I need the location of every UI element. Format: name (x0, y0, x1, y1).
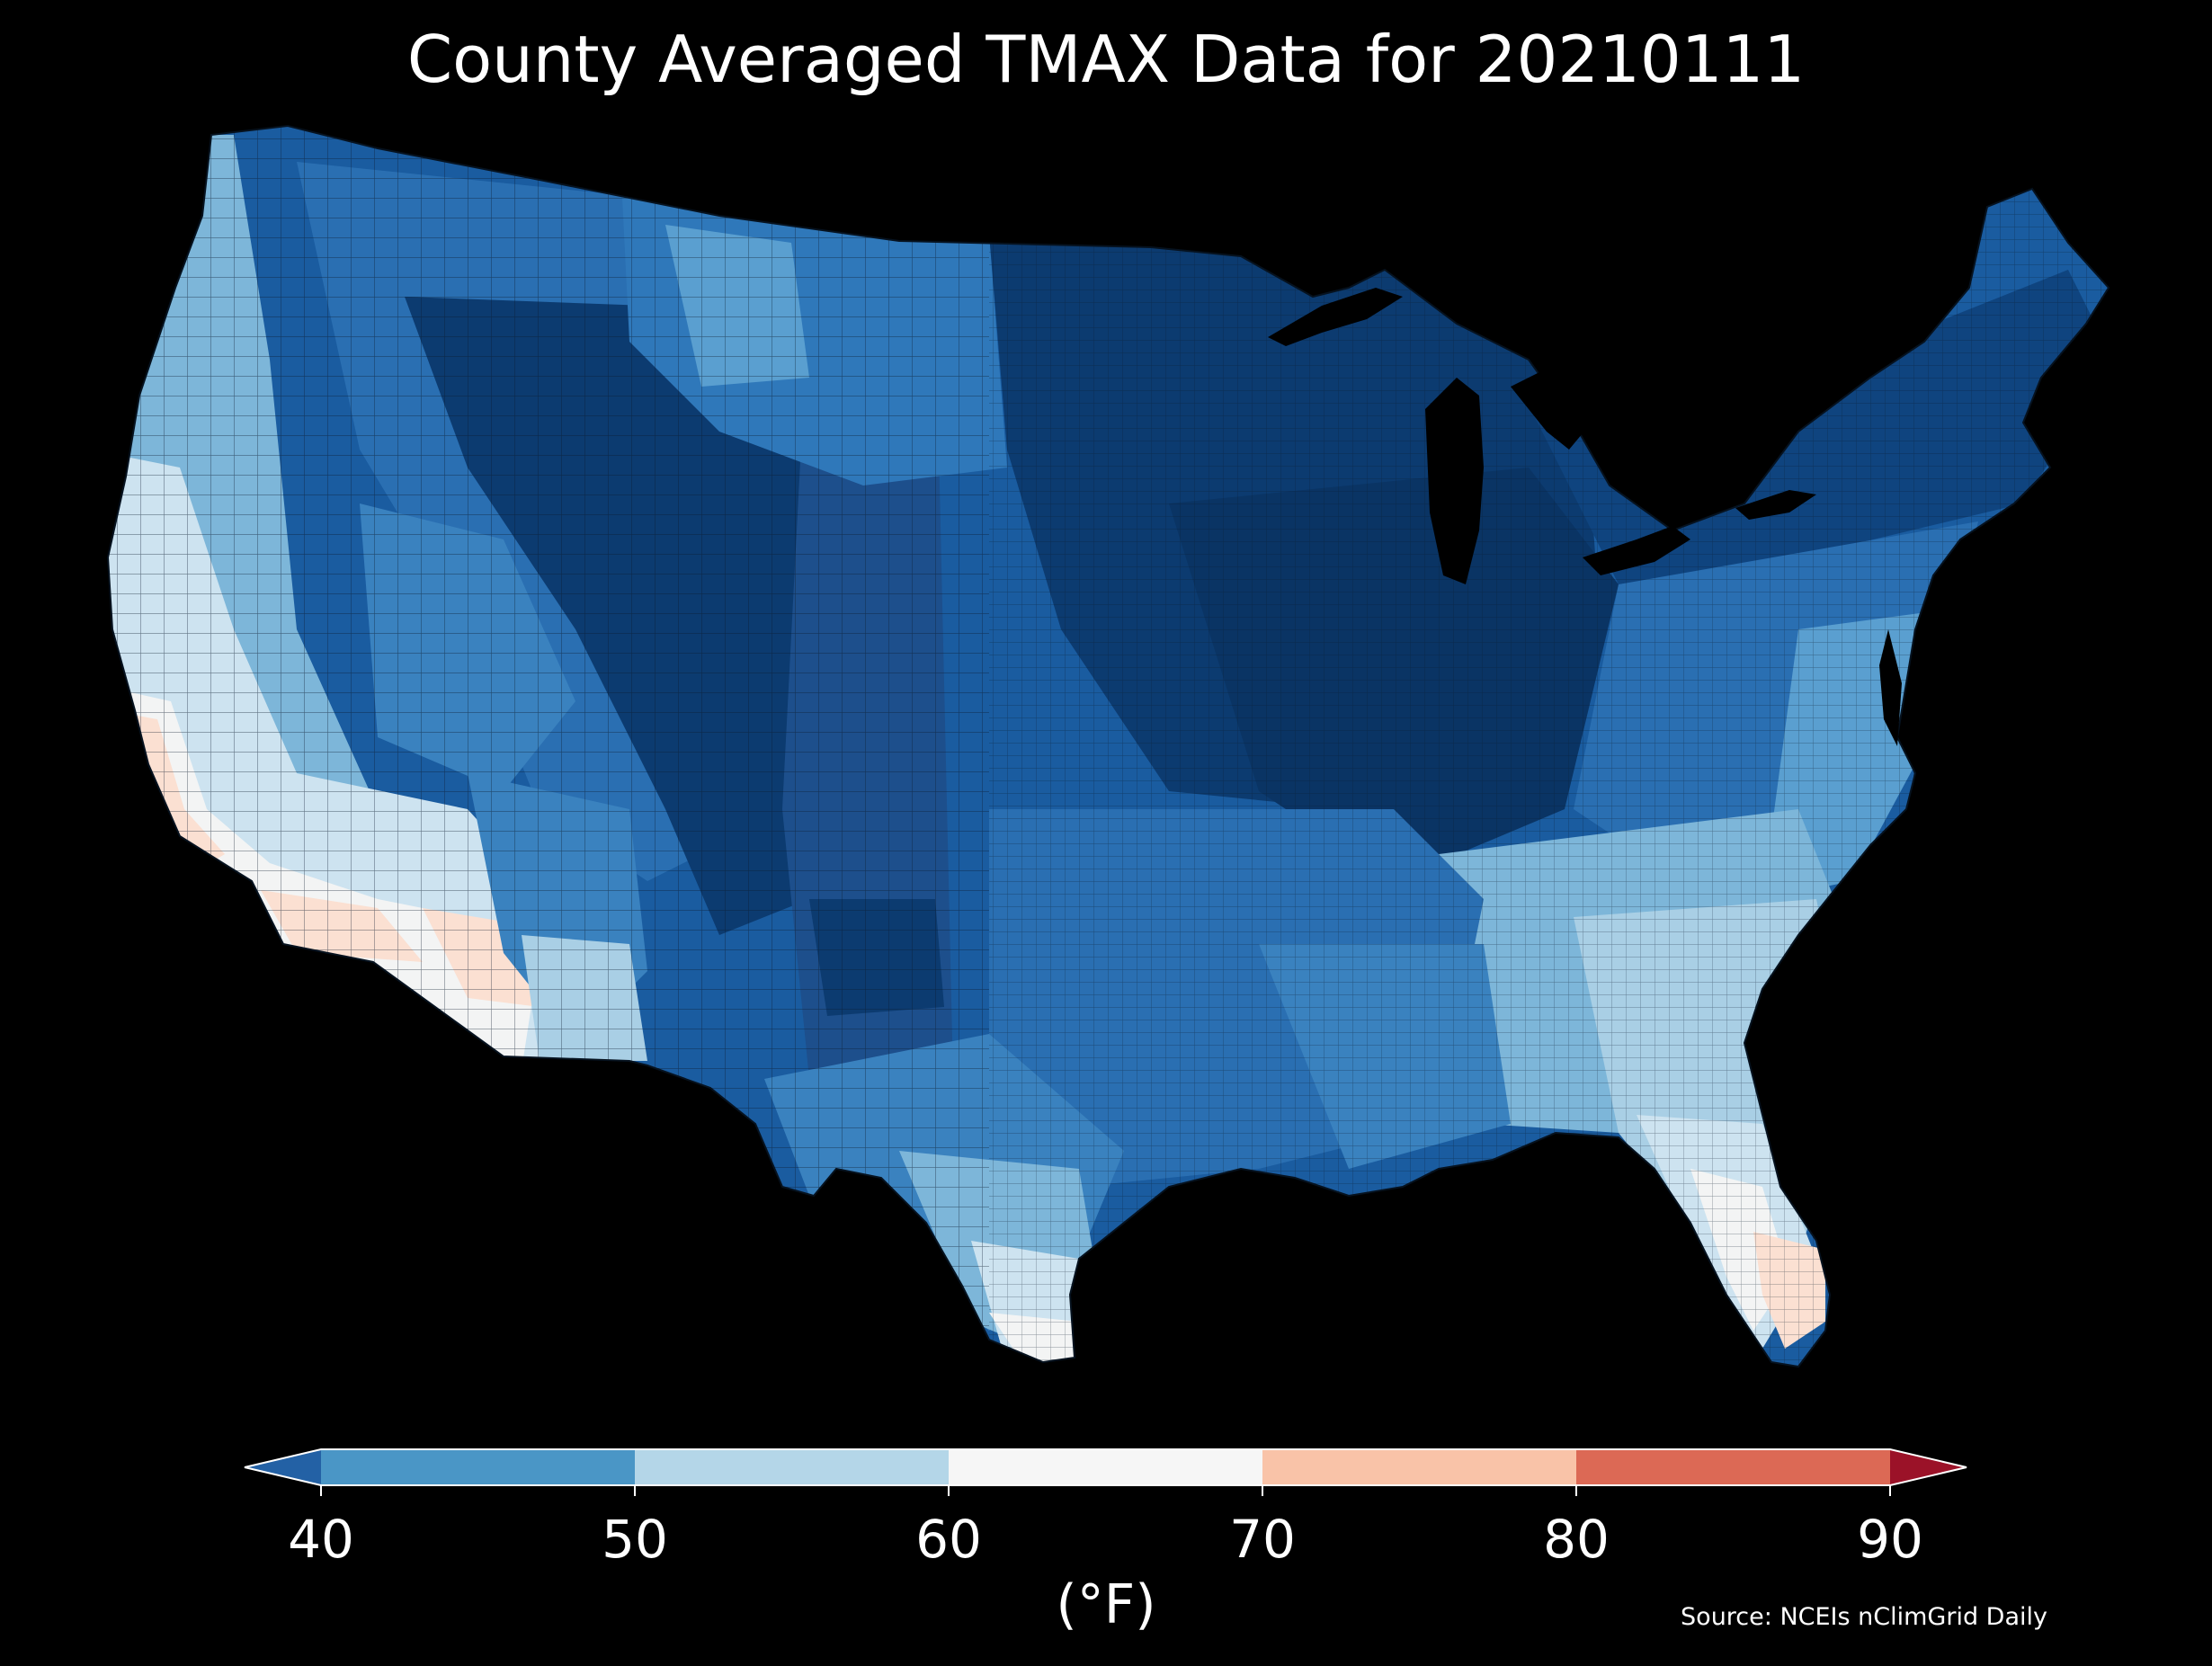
colorbar-bin-3 (1262, 1449, 1576, 1485)
colorbar-tick-label-5: 90 (1857, 1509, 1923, 1570)
great-lakes (1268, 288, 1902, 746)
colorbar-tick-label-0: 40 (288, 1509, 354, 1570)
colorbar-tick-label-4: 80 (1543, 1509, 1610, 1570)
source-credit: Source: NCEIs nClimGrid Daily (1681, 1603, 2047, 1631)
colorbar-bin-4 (1576, 1449, 1890, 1485)
colorbar-bin-2 (949, 1449, 1262, 1485)
colorbar-tick-label-3: 70 (1229, 1509, 1296, 1570)
colorbar-under-arrow (245, 1449, 321, 1485)
map-title: County Averaged TMAX Data for 20210111 (406, 22, 1806, 97)
colorbar-bin-1 (635, 1449, 949, 1485)
colorbar-bin-0 (321, 1449, 635, 1485)
colorbar-tick-label-2: 60 (915, 1509, 982, 1570)
colorbar-tick-label-1: 50 (602, 1509, 668, 1570)
colorbar-unit-label: (°F) (1056, 1573, 1156, 1636)
colorbar-group: 40 50 60 70 80 90 (244, 1448, 1967, 1570)
colorbar-over-arrow (1890, 1449, 1967, 1485)
